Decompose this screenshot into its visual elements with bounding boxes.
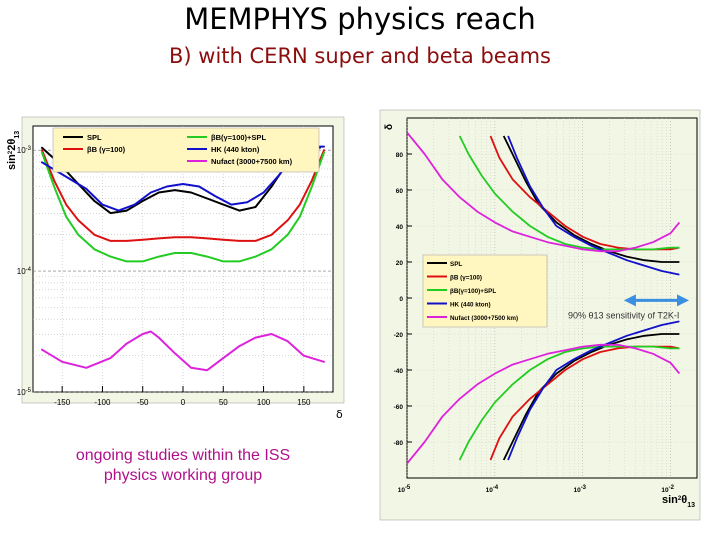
left-y-axis-label: sin22θ13 — [6, 131, 21, 170]
right-y-tick-label: 20 — [396, 260, 404, 267]
left-y-tick-exp: -5 — [26, 388, 32, 394]
left-y-tick-label: 10-5 — [17, 388, 32, 397]
left-y-tick-label: 10-3 — [17, 146, 32, 155]
left-legend-label: βB (γ=100) — [87, 145, 126, 154]
sensitivity-arrow-left-head — [623, 294, 636, 307]
left-series-spl — [41, 145, 321, 215]
right-series-bbspl-lower — [458, 345, 680, 461]
right-series-bbspl-upper — [458, 135, 680, 251]
right-y-axis-label: δ — [384, 124, 395, 130]
right-x-tick-label: 10-5 — [398, 485, 411, 494]
left-x-tick-label: -100 — [94, 398, 111, 407]
left-x-tick-label: 100 — [257, 398, 271, 407]
right-x-tick-exp: -2 — [669, 485, 675, 491]
left-legend-label: SPL — [87, 133, 102, 142]
right-legend-label: SPL — [450, 261, 462, 268]
right-y-tick-label: 60 — [396, 188, 404, 195]
right-x-tick-exp: -3 — [581, 485, 587, 491]
left-legend — [52, 127, 320, 173]
right-y-tick-label: -60 — [394, 404, 404, 411]
right-x-tick-base: 10 — [573, 487, 581, 494]
right-series-spl-upper — [502, 135, 680, 263]
left-x-tick-label: 150 — [297, 398, 311, 407]
left-y-label-sub: 13 — [14, 131, 21, 139]
left-y-tick-exp: -4 — [26, 267, 32, 273]
right-legend-label: βB (γ=100) — [450, 275, 482, 282]
left-x-tick-label: -150 — [54, 398, 71, 407]
left-x-tick-label: -50 — [137, 398, 149, 407]
right-y-tick-label: -20 — [394, 332, 404, 339]
right-y-tick-label: -40 — [394, 368, 404, 375]
left-y-tick-exp: -3 — [26, 146, 32, 152]
right-x-label-main: sin — [662, 494, 678, 506]
page-title: MEMPHYS physics reach — [184, 2, 536, 36]
left-legend-label: βB(γ=100)+SPL — [211, 133, 266, 142]
left-legend-label: HK (440 kton) — [211, 145, 260, 154]
right-y-tick-label: 80 — [396, 152, 404, 159]
right-y-tick-label: 0 — [399, 296, 403, 303]
sensitivity-annotation: 90% θ13 sensitivity of T2K-I — [568, 310, 679, 320]
left-x-axis-label: δ — [336, 408, 343, 421]
note-line-1: ongoing studies within the ISS — [75, 447, 291, 464]
right-x-tick-label: 10-2 — [661, 485, 674, 494]
note-line-2: physics working group — [103, 467, 263, 484]
right-x-tick-base: 10 — [661, 487, 669, 494]
left-y-label-main: sin — [6, 154, 18, 170]
page-subtitle: B) with CERN super and beta beams — [169, 44, 551, 68]
right-x-label-sub: 13 — [687, 502, 695, 509]
left-y-tick-base: 10 — [17, 146, 26, 155]
right-x-tick-exp: -5 — [405, 485, 411, 491]
left-series-nufact — [41, 330, 325, 372]
right-series-hk-upper — [507, 135, 680, 276]
right-series-nufact-upper — [407, 131, 681, 253]
study-note: ongoing studies within the ISS physics w… — [38, 446, 328, 486]
right-y-tick-label: 40 — [396, 224, 404, 231]
right-series-spl-lower — [502, 333, 680, 461]
right-x-tick-label: 10-3 — [573, 485, 586, 494]
right-x-tick-label: 10-4 — [486, 485, 499, 494]
left-series-bbspl — [41, 151, 325, 263]
left-y-label-tail: 2θ — [6, 139, 18, 151]
right-legend-label: HK (440 kton) — [450, 302, 491, 309]
right-x-label-sup: 2 — [678, 496, 682, 502]
right-x-axis-label: sin2θ13 — [662, 494, 695, 509]
right-series-group — [407, 131, 681, 465]
right-series-nufact-lower — [407, 343, 681, 465]
left-y-tick-base: 10 — [17, 388, 26, 397]
left-legend-label: Nufact (3000+7500 km) — [211, 157, 293, 166]
right-x-tick-exp: -4 — [493, 485, 499, 491]
left-y-tick-label: 10-4 — [17, 267, 32, 276]
left-x-tick-label: 50 — [219, 398, 228, 407]
right-x-tick-base: 10 — [486, 487, 494, 494]
left-y-label-sup: 2 — [8, 150, 14, 154]
left-y-tick-base: 10 — [17, 267, 26, 276]
right-legend-label: Nufact (3000+7500 km) — [450, 315, 518, 322]
right-y-tick-label: -80 — [394, 440, 404, 447]
left-x-tick-label: 0 — [181, 398, 186, 407]
right-series-hk-lower — [507, 320, 680, 461]
left-series-bb100 — [41, 149, 325, 242]
right-legend-label: βB(γ=100)+SPL — [450, 288, 496, 295]
sensitivity-arrow-right-head — [677, 294, 689, 307]
right-x-tick-base: 10 — [398, 487, 406, 494]
right-x-label-tail: θ — [681, 494, 687, 506]
